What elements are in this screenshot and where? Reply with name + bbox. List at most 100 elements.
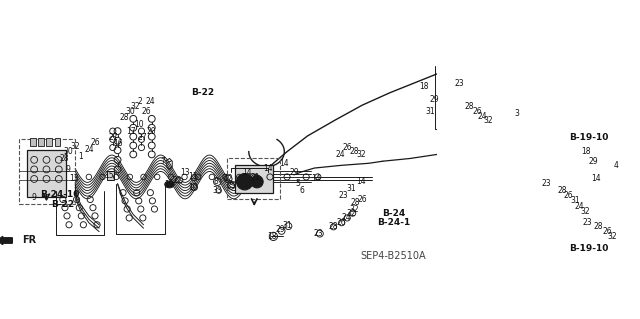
Bar [19, 139, 75, 204]
Text: B-22: B-22 [51, 200, 74, 209]
Text: 24: 24 [477, 112, 487, 121]
Text: 11: 11 [188, 173, 198, 182]
Bar [27, 150, 67, 197]
Text: 3: 3 [515, 109, 519, 118]
Bar [54, 138, 60, 146]
Text: 14: 14 [356, 177, 365, 186]
Text: 31: 31 [571, 197, 580, 205]
Text: SEP4-B2510A: SEP4-B2510A [361, 250, 426, 261]
Text: 26: 26 [357, 195, 367, 204]
Text: 33: 33 [212, 186, 222, 195]
Text: 9: 9 [32, 193, 36, 202]
Text: 29: 29 [289, 168, 299, 177]
Text: 29: 29 [275, 225, 285, 234]
Text: 6: 6 [300, 186, 305, 195]
Text: 10: 10 [188, 183, 198, 192]
Bar [47, 138, 52, 146]
Text: B-24: B-24 [382, 209, 405, 218]
Text: 26: 26 [342, 143, 352, 152]
Text: B-24-1: B-24-1 [377, 218, 410, 227]
Bar [38, 138, 44, 146]
Text: 25: 25 [226, 181, 236, 190]
Bar [30, 138, 36, 146]
Text: 10: 10 [134, 120, 143, 129]
Text: 27: 27 [109, 133, 118, 143]
Text: 24: 24 [145, 97, 155, 106]
Text: 14: 14 [591, 174, 601, 183]
Text: 7: 7 [160, 157, 165, 167]
Text: 31: 31 [346, 184, 356, 193]
Text: 12: 12 [223, 174, 232, 183]
Text: 14: 14 [263, 164, 273, 173]
Text: 24: 24 [575, 202, 584, 211]
Text: 26: 26 [564, 191, 573, 200]
Text: 26: 26 [472, 108, 482, 116]
Text: 5: 5 [296, 179, 300, 188]
Bar [227, 159, 280, 199]
Circle shape [237, 174, 253, 190]
Text: 1: 1 [78, 152, 83, 161]
Text: 18: 18 [268, 232, 276, 241]
Text: 32: 32 [346, 209, 356, 218]
Text: 14: 14 [280, 159, 289, 168]
Text: 29: 29 [588, 157, 598, 166]
Text: 31: 31 [426, 108, 435, 116]
Text: 32: 32 [483, 116, 493, 125]
Text: FR: FR [22, 235, 36, 246]
Bar [236, 165, 273, 193]
Text: 26: 26 [91, 138, 100, 147]
Text: 29: 29 [430, 95, 440, 104]
Text: 31: 31 [282, 221, 292, 230]
Text: 26: 26 [337, 218, 346, 227]
Text: 30: 30 [63, 147, 73, 156]
Text: 17: 17 [127, 127, 136, 136]
Text: 28: 28 [594, 222, 604, 231]
Text: 22: 22 [173, 176, 182, 185]
Text: 4: 4 [614, 161, 619, 170]
Text: 26: 26 [141, 108, 151, 116]
Text: 23: 23 [583, 218, 593, 227]
Text: 28: 28 [60, 154, 69, 163]
Text: 19: 19 [164, 180, 174, 189]
Text: B-24-10: B-24-10 [40, 189, 80, 198]
Circle shape [251, 175, 263, 188]
Text: 32: 32 [131, 102, 140, 111]
Text: 18: 18 [419, 82, 429, 91]
Text: 21: 21 [251, 173, 260, 182]
Text: 24: 24 [84, 145, 93, 154]
Text: 20: 20 [147, 127, 157, 136]
Text: 27: 27 [138, 133, 147, 143]
Text: 13: 13 [69, 174, 79, 183]
Text: 28: 28 [120, 113, 129, 122]
Text: 8: 8 [214, 177, 218, 186]
Text: B-19-10: B-19-10 [570, 133, 609, 143]
Text: 15: 15 [104, 171, 114, 180]
Text: 24: 24 [341, 213, 351, 222]
Text: 28: 28 [349, 147, 359, 156]
Text: 2: 2 [137, 97, 142, 106]
FancyArrow shape [0, 236, 12, 245]
Text: 32: 32 [349, 204, 359, 213]
Text: 23: 23 [454, 79, 464, 88]
Text: 28: 28 [464, 102, 474, 111]
Text: 32: 32 [607, 232, 617, 241]
Text: 28: 28 [329, 222, 339, 231]
Text: 23: 23 [542, 179, 552, 188]
Text: 32: 32 [356, 150, 365, 159]
Text: 23: 23 [339, 191, 348, 200]
Ellipse shape [164, 181, 174, 188]
Text: 24: 24 [335, 150, 345, 159]
Text: 14: 14 [311, 174, 321, 183]
Bar [108, 171, 114, 180]
Text: 30: 30 [125, 108, 135, 116]
Text: 16: 16 [113, 139, 122, 148]
Text: 23: 23 [314, 229, 323, 238]
Text: 18: 18 [582, 147, 591, 156]
Text: B-22: B-22 [191, 88, 214, 97]
Text: 26: 26 [602, 227, 612, 236]
Text: B-19-10: B-19-10 [570, 244, 609, 253]
Text: 28: 28 [557, 186, 566, 195]
Text: 28: 28 [351, 198, 360, 207]
Text: 9: 9 [66, 165, 71, 174]
Text: 14: 14 [243, 168, 252, 177]
